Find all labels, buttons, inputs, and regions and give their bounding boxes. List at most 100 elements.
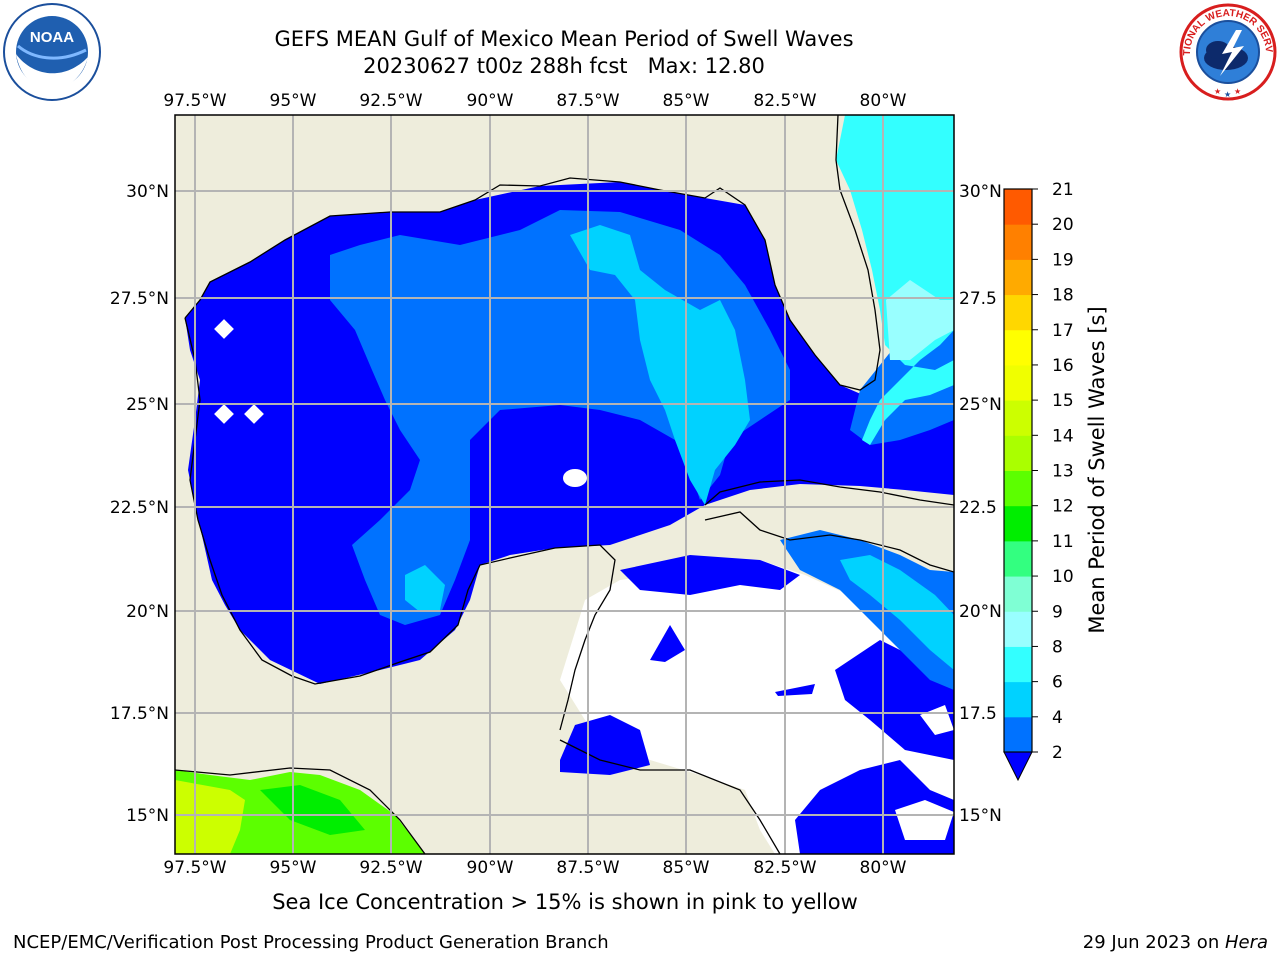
colorbar-tick-label: 21 [1052,180,1074,200]
no-data-speck [244,404,264,424]
lon-label: 90°W [467,91,514,111]
lat-label: 17.5 [959,704,997,724]
swell-band-6-8s-atlantic [886,280,954,360]
colorbar-tick-label: 19 [1052,250,1074,270]
colorbar-segment [1004,716,1032,753]
lon-label: 82.5°W [753,858,816,878]
map-graticule [175,115,954,854]
svg-text:★: ★ [1214,87,1221,96]
lat-label: 15°N [959,806,1002,826]
lat-labels-left: 30°N 27.5°N 25°N 22.5°N 20°N 17.5°N 15°N [110,182,169,826]
colorbar-tick-label: 17 [1052,321,1074,341]
lon-label: 87.5°W [556,858,619,878]
colorbar-segment [1004,294,1032,331]
colorbar-label: Mean Period of Swell Waves [s] [1085,306,1109,634]
map-title: GEFS MEAN Gulf of Mexico Mean Period of … [274,27,854,51]
lon-labels-top: 97.5°W 95°W 92.5°W 90°W 87.5°W 85°W 82.5… [163,91,906,111]
map-subtitle: 20230627 t00z 288h fcst Max: 12.80 [363,54,765,78]
date-text: 29 Jun 2023 on [1082,932,1225,953]
lat-label: 17.5°N [110,704,169,724]
swell-band-4-6s-caribbean [840,555,954,670]
svg-text:★: ★ [1234,87,1241,96]
lat-label: 15°N [126,806,169,826]
colorbar: 2 4 6 8 9 10 11 12 13 14 15 16 17 18 19 20 21 [1003,180,1074,782]
swell-patch-caribbean-w [560,715,650,775]
lon-label: 90°W [467,858,514,878]
no-data-speck [895,800,954,840]
colorbar-segment [1004,364,1032,401]
lat-label: 20°N [126,602,169,622]
host-name: Hera [1224,932,1268,953]
lat-label: 27.5 [959,289,997,309]
noaa-logo-icon: NOAA [3,3,101,101]
nws-logo-icon: NATIONAL WEATHER SERVICE ★ ★ ★ [1178,2,1277,101]
swell-band-pacific-12-13s [175,780,245,854]
title-block: GEFS MEAN Gulf of Mexico Mean Period of … [0,26,1128,80]
colorbar-tick-label: 11 [1052,532,1074,552]
colorbar-segment [1004,470,1032,507]
lon-label: 97.5°W [163,91,226,111]
colorbar-tick-label: 12 [1052,497,1074,517]
colorbar-segment [1004,189,1032,225]
colorbar-tick-label: 6 [1052,673,1063,693]
colorbar-segment [1004,611,1032,647]
colorbar-segment [1004,505,1032,542]
colorbar-tick-label: 4 [1052,708,1063,728]
swell-patch-4-6s-campeche [405,565,445,612]
colorbar-tick-label: 2 [1052,743,1063,763]
lat-label: 22.5 [959,498,997,518]
colorbar-tick-label: 15 [1052,391,1074,411]
lon-label: 85°W [663,858,710,878]
lon-label: 95°W [270,91,317,111]
map-plot-area [175,115,954,854]
colorbar-segment [1004,259,1032,296]
run-date: 29 Jun 2023 on Hera [1083,932,1268,953]
colorbar-segment [1004,540,1032,577]
sea-ice-note: Sea Ice Concentration > 15% is shown in … [272,890,858,914]
producer-credit: NCEP/EMC/Verification Post Processing Pr… [13,932,609,953]
colorbar-segment [1004,576,1032,612]
colorbar-segment [1004,224,1032,260]
lon-label: 80°W [860,91,907,111]
colorbar-tick-label: 18 [1052,286,1074,306]
colorbar-under-extension [1003,751,1033,782]
colorbar-segment [1004,400,1032,436]
colorbar-segment [1004,435,1032,471]
colorbar-tick-label: 14 [1052,426,1074,446]
swell-patch-small-1 [650,625,685,662]
lat-labels-right: 30°N 27.5 25°N 22.5 20°N 17.5 15°N [959,182,1002,826]
lat-label: 27.5°N [110,289,169,309]
lat-label: 25°N [959,395,1002,415]
lon-labels-bottom: 97.5°W 95°W 92.5°W 90°W 87.5°W 85°W 82.5… [163,858,906,878]
swell-band-4-6s [570,225,750,505]
lat-label: 25°N [126,395,169,415]
lon-label: 82.5°W [753,91,816,111]
no-data-speck [214,319,234,339]
noaa-logo-text: NOAA [30,29,74,46]
colorbar-tick-label: 10 [1052,567,1074,587]
lon-label: 87.5°W [556,91,619,111]
colorbar-tick-label: 16 [1052,356,1074,376]
lat-label: 22.5°N [110,498,169,518]
lon-label: 92.5°W [359,858,422,878]
no-data-speck [214,404,234,424]
colorbar-segment [1004,329,1032,366]
lat-label: 30°N [959,182,1002,202]
colorbar-tick-label: 13 [1052,462,1074,482]
lon-label: 85°W [663,91,710,111]
lon-label: 92.5°W [359,91,422,111]
lon-label: 80°W [860,858,907,878]
svg-text:★: ★ [1224,90,1231,99]
colorbar-tick-label: 8 [1052,637,1063,657]
map-frame [174,114,955,855]
colorbar-tick-label: 20 [1052,215,1074,235]
colorbar-segment [1004,646,1032,683]
no-data-speck [563,469,587,487]
swell-patch-pacific-11s [260,785,365,835]
lon-label: 97.5°W [163,858,226,878]
colorbar-tick-label: 9 [1052,602,1063,622]
swell-band-atlantic [836,115,954,445]
swell-patch-cuba-south [620,555,800,595]
lat-label: 20°N [959,602,1002,622]
